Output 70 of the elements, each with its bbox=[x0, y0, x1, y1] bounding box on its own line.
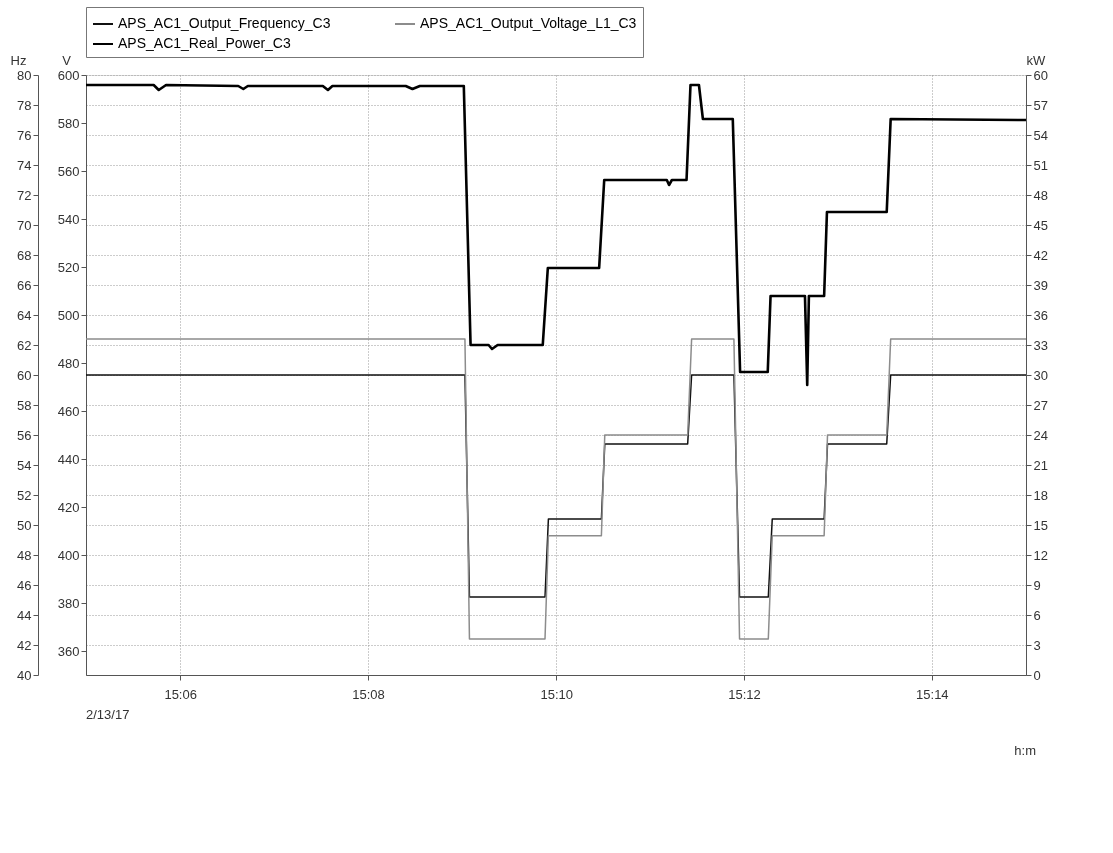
y3-tick-label: 39 bbox=[1033, 277, 1048, 293]
x-tick-label: 15:06 bbox=[164, 686, 197, 702]
y-tick-label: 40 bbox=[17, 667, 32, 683]
y3-tick-label: 42 bbox=[1033, 247, 1048, 263]
y3-tick-label: 30 bbox=[1033, 367, 1048, 383]
y2-tick-label: 380 bbox=[57, 595, 80, 611]
y-tick-label: 78 bbox=[17, 97, 32, 113]
legend-label: APS_AC1_Real_Power_C3 bbox=[118, 35, 291, 51]
line-series bbox=[85, 338, 1027, 640]
y3-tick-label: 3 bbox=[1033, 637, 1041, 653]
x-tick-label: 15:10 bbox=[540, 686, 574, 702]
y2-tick-label: 440 bbox=[57, 451, 80, 467]
text: 2/13/17 bbox=[86, 707, 130, 722]
y3-tick-label: 27 bbox=[1033, 397, 1048, 413]
y3-tick-label: 12 bbox=[1033, 547, 1048, 563]
y-axis-title: Hz bbox=[10, 52, 27, 68]
y-tick-label: 52 bbox=[17, 487, 32, 503]
y3-tick-label: 9 bbox=[1033, 577, 1041, 593]
y-tick-label: 50 bbox=[17, 517, 32, 533]
x-tick-label: 15:08 bbox=[352, 686, 385, 702]
y-tick-label: 48 bbox=[17, 547, 32, 563]
y-tick-label: 58 bbox=[17, 397, 32, 413]
y3-tick-label: 54 bbox=[1033, 127, 1048, 143]
y2-tick-label: 540 bbox=[57, 211, 80, 227]
y3-tick-label: 60 bbox=[1033, 67, 1048, 83]
y3-tick-label: 57 bbox=[1033, 97, 1048, 113]
y-tick-label: 62 bbox=[17, 337, 32, 353]
y2-tick-label: 480 bbox=[57, 355, 80, 371]
legend-label: APS_AC1_Output_Voltage_L1_C3 bbox=[420, 15, 637, 31]
y3-tick-label: 0 bbox=[1033, 667, 1041, 683]
y-tick-label: 66 bbox=[17, 277, 32, 293]
y2-tick-label: 520 bbox=[57, 259, 80, 275]
y2-tick-label: 580 bbox=[57, 115, 80, 131]
y3-tick-label: 15 bbox=[1033, 517, 1048, 533]
legend-label: APS_AC1_Output_Frequency_C3 bbox=[118, 15, 331, 31]
y-tick-label: 68 bbox=[17, 247, 32, 263]
y-tick-label: 44 bbox=[17, 607, 32, 623]
y-tick-label: 54 bbox=[17, 457, 32, 473]
y-tick-label: 70 bbox=[17, 217, 32, 233]
y3-tick-label: 45 bbox=[1033, 217, 1048, 233]
y-tick-label: 74 bbox=[17, 157, 32, 173]
y2-tick-label: 560 bbox=[57, 163, 80, 179]
y-tick-label: 64 bbox=[17, 307, 32, 323]
y-tick-label: 76 bbox=[17, 127, 32, 143]
y2-tick-label: 360 bbox=[57, 643, 80, 659]
x-tick-label: 15:14 bbox=[916, 686, 949, 702]
y-tick-label: 56 bbox=[17, 427, 32, 443]
line-series bbox=[84, 83, 1028, 387]
y3-tick-label: 51 bbox=[1033, 157, 1048, 173]
y3-tick-label: 36 bbox=[1033, 307, 1048, 323]
y-tick-label: 46 bbox=[17, 577, 32, 593]
y3-tick-label: 18 bbox=[1033, 487, 1048, 503]
y-tick-label: 80 bbox=[17, 67, 32, 83]
y-tick-label: 42 bbox=[17, 637, 32, 653]
y2-tick-label: 460 bbox=[57, 403, 80, 419]
y3-tick-label: 33 bbox=[1033, 337, 1048, 353]
y2-tick-label: 400 bbox=[57, 547, 80, 563]
y2-tick-label: 600 bbox=[57, 67, 80, 83]
y2-tick-label: 500 bbox=[57, 307, 80, 323]
x-axis-title: h:m bbox=[1014, 743, 1036, 758]
y2-tick-label: 420 bbox=[57, 499, 80, 515]
y-tick-label: 60 bbox=[17, 367, 32, 383]
y3-tick-label: 21 bbox=[1033, 457, 1048, 473]
y3-tick-label: 48 bbox=[1033, 187, 1048, 203]
y2-axis-title: V bbox=[62, 52, 72, 68]
y-tick-label: 72 bbox=[17, 187, 32, 203]
y3-axis-title: kW bbox=[1026, 52, 1046, 68]
x-tick-label: 15:12 bbox=[728, 686, 761, 702]
y3-tick-label: 24 bbox=[1033, 427, 1048, 443]
y3-tick-label: 6 bbox=[1033, 607, 1041, 623]
